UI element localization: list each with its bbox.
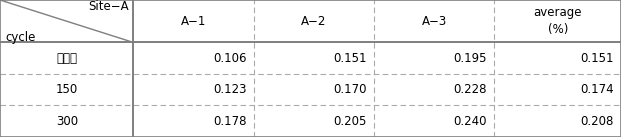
Text: A−2: A−2 bbox=[301, 15, 327, 28]
Text: Site−A: Site−A bbox=[88, 0, 129, 13]
Text: 0.195: 0.195 bbox=[453, 52, 487, 65]
Text: 0.178: 0.178 bbox=[213, 115, 247, 128]
Text: cycle: cycle bbox=[5, 31, 35, 44]
Text: 0.151: 0.151 bbox=[333, 52, 366, 65]
Text: 0.123: 0.123 bbox=[213, 83, 247, 96]
Text: 0.228: 0.228 bbox=[453, 83, 487, 96]
Text: average
(%): average (%) bbox=[533, 6, 582, 36]
Text: 0.106: 0.106 bbox=[213, 52, 247, 65]
Text: 300: 300 bbox=[56, 115, 78, 128]
Text: A−3: A−3 bbox=[422, 15, 447, 28]
Text: 초기값: 초기값 bbox=[57, 52, 77, 65]
Text: 0.205: 0.205 bbox=[333, 115, 366, 128]
Text: 0.208: 0.208 bbox=[580, 115, 614, 128]
Text: 0.151: 0.151 bbox=[580, 52, 614, 65]
Text: 0.170: 0.170 bbox=[333, 83, 366, 96]
Text: A−1: A−1 bbox=[181, 15, 206, 28]
Text: 150: 150 bbox=[56, 83, 78, 96]
Text: 0.174: 0.174 bbox=[580, 83, 614, 96]
Text: 0.240: 0.240 bbox=[453, 115, 487, 128]
